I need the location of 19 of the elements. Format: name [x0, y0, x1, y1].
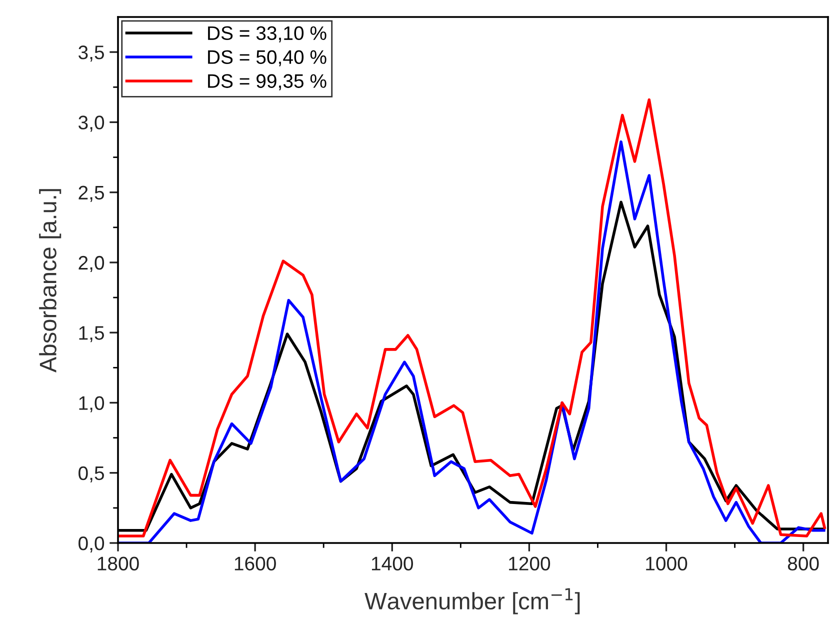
x-tick-label: 1400 — [372, 556, 413, 570]
x-tick-label: 1000 — [646, 556, 688, 570]
x-tick-label: 1600 — [234, 556, 276, 570]
y-tick-label: 0,0 — [78, 536, 104, 553]
y-tick-label: 2,5 — [78, 186, 104, 202]
y-tick-label: 1,0 — [79, 396, 104, 412]
x-axis-title: Wavenumber [cm$^{−1}$] — [364, 588, 580, 614]
x-tick-label: 1800 — [98, 556, 139, 570]
x-tick-label: 800 — [788, 556, 819, 570]
y-tick-label: 3,5 — [78, 46, 104, 62]
y-tick-label: 3,0 — [78, 116, 104, 132]
y-tick-label: 1,5 — [79, 326, 104, 342]
legend-label: DS = 33,10 % — [208, 26, 326, 42]
y-axis-title: Absorbance [a.u.] — [39, 189, 62, 372]
y-tick-label: 0,5 — [78, 466, 104, 482]
x-tick-label: 1200 — [509, 556, 550, 570]
y-tick-label: 2,0 — [78, 256, 104, 272]
legend-label: DS = 99,35 % — [208, 74, 326, 90]
legend-label: DS = 50,40 % — [208, 50, 326, 66]
